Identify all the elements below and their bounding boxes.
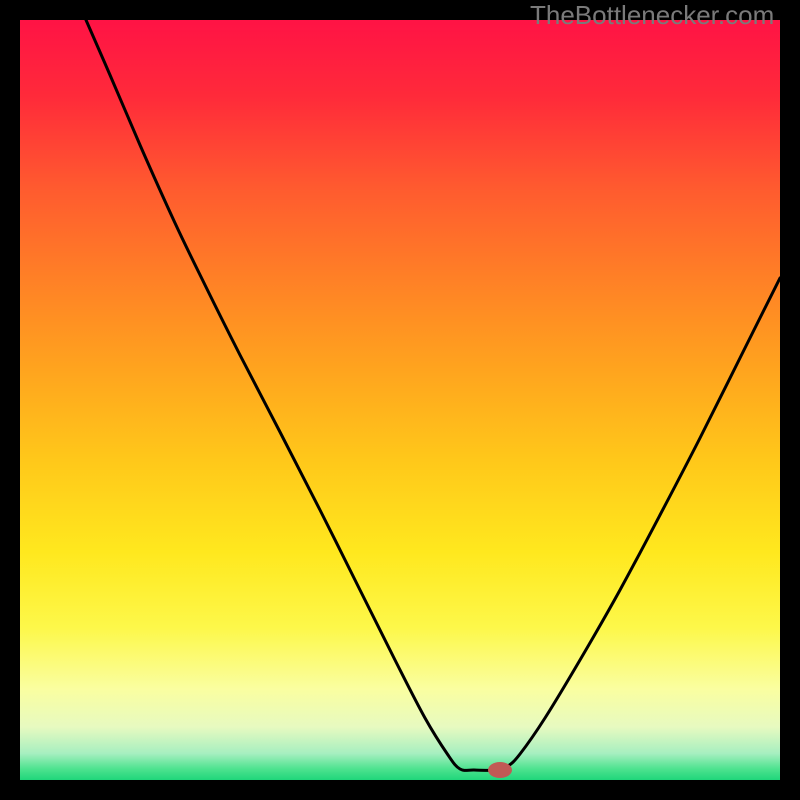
chart-container: TheBottlenecker.com [0, 0, 800, 800]
attribution-text: TheBottlenecker.com [530, 0, 774, 31]
chart-svg [0, 0, 800, 800]
plot-gradient-background [20, 20, 780, 780]
optimum-marker [488, 762, 512, 778]
outer-background [0, 0, 800, 800]
bottleneck-curve [86, 20, 780, 770]
